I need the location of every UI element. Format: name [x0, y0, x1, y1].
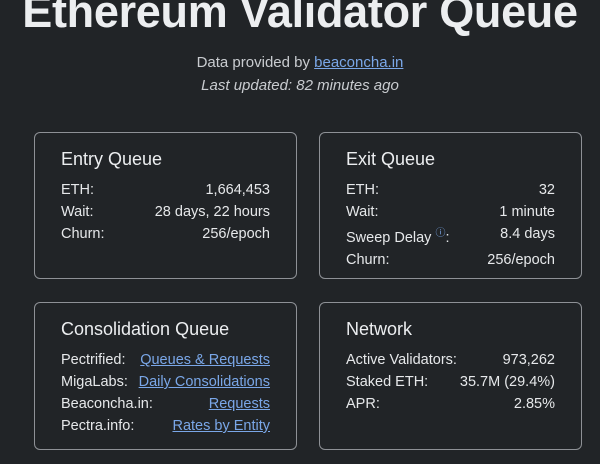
network-card: Network Active Validators: 973,262 Staked…	[319, 302, 582, 450]
stat-value: 2.85%	[513, 396, 555, 412]
stat-row: Wait: 1 minute	[346, 201, 555, 223]
stat-row: ETH: 1,664,453	[61, 179, 270, 201]
link-label: Beaconcha.in:	[61, 396, 153, 412]
stat-value: 28 days, 22 hours	[154, 204, 270, 220]
stat-row: Churn: 256/epoch	[61, 223, 270, 245]
last-updated: Last updated: 82 minutes ago	[201, 77, 399, 94]
stat-row: ETH: 32	[346, 179, 555, 201]
link-label: MigaLabs:	[61, 374, 128, 390]
stat-row: APR: 2.85%	[346, 393, 555, 415]
stat-label: Churn:	[61, 226, 105, 242]
card-title: Consolidation Queue	[61, 319, 230, 339]
card-title: Network	[346, 319, 413, 339]
stat-row: Churn: 256/epoch	[346, 249, 555, 271]
link-label: Pectra.info:	[61, 418, 135, 434]
stat-label: Wait:	[61, 204, 94, 220]
stat-value: 35.7M (29.4%)	[459, 374, 555, 390]
link-row: Pectra.info: Rates by Entity	[61, 415, 270, 437]
stat-value: 32	[538, 182, 555, 198]
label-text: Sweep Delay	[346, 229, 432, 246]
link-row: Pectrified: Queues & Requests	[61, 349, 270, 371]
stat-value: 256/epoch	[487, 251, 555, 268]
consolidation-queue-card: Consolidation Queue Pectrified: Queues & …	[34, 302, 297, 450]
stat-value: 8.4 days	[500, 226, 555, 242]
stat-row: Active Validators: 973,262	[346, 349, 555, 371]
stat-label: Active Validators:	[346, 352, 457, 368]
stat-label: ETH:	[61, 182, 95, 198]
stat-label: ETH:	[346, 182, 380, 198]
stat-label: Sweep Delay ⓘ:	[346, 223, 450, 249]
card-title: Entry Queue	[61, 149, 163, 169]
stat-label: Wait:	[346, 204, 379, 220]
stat-label: APR:	[346, 396, 380, 412]
stat-label: Staked ETH:	[346, 374, 429, 390]
card-title: Exit Queue	[346, 149, 436, 169]
stat-value: 1 minute	[499, 204, 555, 220]
colon: :	[445, 229, 450, 246]
entry-queue-card: Entry Queue ETH: 1,664,453 Wait: 28 days, …	[34, 132, 297, 279]
stat-value: 256/epoch	[202, 226, 270, 242]
stat-row: Sweep Delay ⓘ: 8.4 days	[346, 223, 555, 249]
migalabs-link[interactable]: Daily Consolidations	[138, 374, 270, 390]
exit-queue-card: Exit Queue ETH: 32 Wait: 1 minute Sweep De…	[319, 132, 582, 279]
beaconchain-link[interactable]: beaconcha.in	[314, 54, 404, 71]
stat-value: 1,664,453	[205, 182, 270, 198]
link-row: MigaLabs: Daily Consolidations	[61, 371, 270, 393]
link-row: Beaconcha.in: Requests	[61, 393, 270, 415]
pectra-info-link[interactable]: Rates by Entity	[172, 418, 270, 434]
page-title: Ethereum Validator Queue	[22, 0, 578, 37]
link-label: Pectrified:	[61, 352, 126, 368]
beaconchain-requests-link[interactable]: Requests	[208, 396, 270, 412]
stat-value: 973,262	[502, 352, 555, 368]
stat-label: Churn:	[346, 251, 390, 268]
pectrified-link[interactable]: Queues & Requests	[140, 352, 270, 368]
stat-row: Wait: 28 days, 22 hours	[61, 201, 270, 223]
stat-row: Staked ETH: 35.7M (29.4%)	[346, 371, 555, 393]
data-source: Data provided by beaconcha.in	[0, 54, 600, 71]
info-icon[interactable]: ⓘ	[435, 228, 446, 239]
source-prefix: Data provided by	[196, 54, 315, 71]
